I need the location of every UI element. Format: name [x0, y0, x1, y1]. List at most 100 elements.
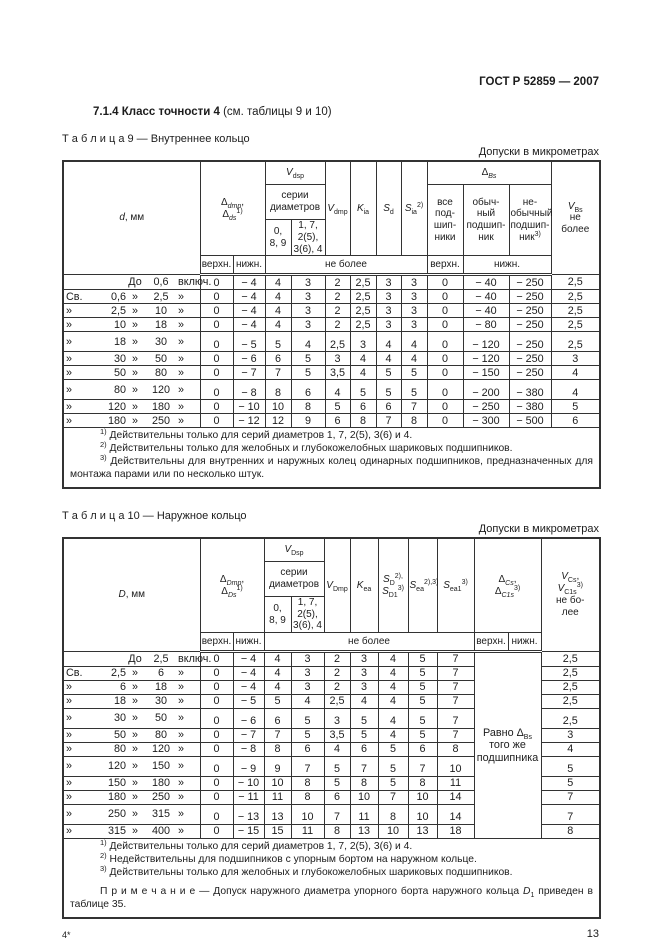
- value-cell: 8: [377, 804, 409, 826]
- value-cell: − 40: [462, 289, 510, 305]
- value-cell: 3: [540, 728, 601, 744]
- value-cell: 4: [377, 666, 409, 682]
- value-cell: 2,5: [349, 317, 377, 333]
- table10-footnotes: 1) Действительны только для серий диамет…: [62, 838, 601, 919]
- value-cell: − 40: [462, 274, 510, 291]
- table-row: » 120» 150» 0− 9 9 7 5 7 5 7 10 5: [62, 756, 601, 778]
- table-row: Св. 0,6» 2,5» 0− 4 4 3 2 2,5 3 3 0− 40− 250 2,5: [62, 289, 601, 305]
- value-cell: 7: [436, 680, 475, 696]
- value-cell: 7: [377, 790, 409, 806]
- value-cell: 5: [375, 379, 402, 401]
- value-cell: 5: [290, 365, 326, 381]
- value-cell: 14: [436, 804, 475, 826]
- value-cell: 5: [540, 776, 601, 792]
- range-cell: До 2,5 включ.: [62, 651, 211, 668]
- value-cell: 7: [407, 756, 438, 778]
- value-cell: 0: [199, 331, 234, 353]
- value-cell: 3: [290, 274, 326, 291]
- value-cell: 2,5: [550, 274, 601, 291]
- value-cell: 6: [263, 708, 292, 730]
- value-cell: − 300: [462, 413, 510, 429]
- value-cell: 5: [400, 379, 428, 401]
- table-row: » 315» 400» 0− 15 15 11 8 13 10 13 18 8: [62, 824, 601, 840]
- value-cell: − 13: [232, 804, 265, 826]
- value-cell: 4: [400, 331, 428, 353]
- value-cell: 8: [323, 824, 351, 840]
- value-cell: 2,5: [540, 680, 601, 696]
- page-footer: 4* 13: [62, 928, 599, 940]
- value-cell: 7: [323, 804, 351, 826]
- header-vDsp: VDsp: [263, 537, 325, 562]
- value-cell: 12: [264, 413, 292, 429]
- subheader-upper: верхн.: [426, 255, 464, 277]
- value-cell: 5: [290, 708, 325, 730]
- header-delta-dmp-ds: Δdmp, Δds1): [199, 160, 266, 257]
- value-cell: 0: [199, 399, 234, 415]
- value-cell: − 12: [232, 413, 266, 429]
- header-series-1742: 1, 7, 2(5), 3(6), 4: [290, 595, 325, 634]
- value-cell: 0: [199, 379, 234, 401]
- value-cell: 2,5: [324, 331, 351, 353]
- subheader-lower: нижн.: [232, 632, 265, 654]
- value-cell: 4: [550, 365, 601, 381]
- value-cell: 3: [290, 666, 325, 682]
- value-cell: − 5: [232, 694, 265, 710]
- value-cell: 6: [323, 790, 351, 806]
- value-cell: 5: [263, 694, 292, 710]
- value-cell: 8: [264, 379, 292, 401]
- range-cell: » 18» 30»: [62, 331, 201, 353]
- value-cell: 14: [436, 790, 475, 806]
- value-cell: − 250: [508, 365, 552, 381]
- value-cell: 0: [426, 274, 464, 291]
- value-cell: − 4: [232, 274, 266, 291]
- value-cell: 4: [264, 289, 292, 305]
- header-vcs-vc1s: VCs, VC1s3) не бо- лее: [540, 537, 601, 653]
- value-cell: 10: [290, 804, 325, 826]
- value-cell: 0: [426, 331, 464, 353]
- header-sia: Sia2): [400, 160, 428, 257]
- value-cell: 4: [375, 331, 402, 353]
- value-cell: 8: [540, 824, 601, 840]
- value-cell: 0: [199, 756, 234, 778]
- value-cell: 5: [407, 666, 438, 682]
- value-cell: − 10: [232, 399, 266, 415]
- subheader-upper: верхн.: [473, 632, 509, 654]
- value-cell: 2,5: [550, 317, 601, 333]
- range-cell: » 180» 250»: [62, 790, 201, 806]
- value-cell: 5: [377, 756, 409, 778]
- value-cell: 0: [199, 708, 234, 730]
- value-cell: − 6: [232, 351, 266, 367]
- value-cell: 2: [324, 274, 351, 291]
- value-cell: − 4: [232, 651, 265, 668]
- table10-note: П р и м е ч а н и е — Допуск наружного д…: [70, 885, 593, 910]
- value-cell: 4: [324, 379, 351, 401]
- value-cell: 7: [263, 728, 292, 744]
- value-cell: 5: [407, 680, 438, 696]
- value-cell: − 380: [508, 399, 552, 415]
- range-cell: » 6» 18»: [62, 680, 201, 696]
- value-cell: 3: [349, 666, 379, 682]
- value-cell: 8: [290, 399, 326, 415]
- header-kia: Kia: [349, 160, 377, 257]
- value-cell: 6: [349, 742, 379, 758]
- value-cell: 2,5: [349, 289, 377, 305]
- value-cell: − 250: [508, 303, 552, 319]
- section-title-rest: (см. таблицы 9 и 10): [219, 106, 332, 118]
- value-cell: − 15: [232, 824, 265, 840]
- header-delta-bs-group: ΔBs: [426, 160, 552, 185]
- value-cell: 3: [375, 289, 402, 305]
- value-cell: 6: [264, 351, 292, 367]
- table-row: » 2,5» 10» 0− 4 4 3 2 2,5 3 3 0− 40− 250 2,5: [62, 303, 601, 319]
- value-cell: − 8: [232, 379, 266, 401]
- value-cell: 3: [550, 351, 601, 367]
- value-cell: − 4: [232, 303, 266, 319]
- value-cell: 4: [550, 379, 601, 401]
- value-cell: − 11: [232, 790, 265, 806]
- value-cell: 3: [290, 680, 325, 696]
- value-cell: 8: [436, 742, 475, 758]
- value-cell: 5: [375, 365, 402, 381]
- value-cell: 8: [400, 413, 428, 429]
- range-cell: » 50» 80»: [62, 365, 201, 381]
- value-cell: − 250: [508, 351, 552, 367]
- value-cell: 5: [407, 728, 438, 744]
